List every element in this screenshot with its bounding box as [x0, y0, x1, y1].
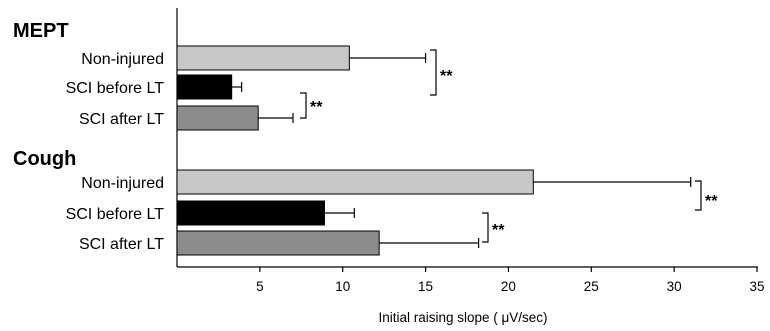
significance-label: **: [705, 193, 718, 210]
category-label: SCI after LT: [79, 111, 164, 128]
significance-label: **: [440, 68, 453, 85]
category-label: SCI after LT: [79, 236, 164, 253]
category-label: SCI before LT: [66, 80, 165, 97]
significance-bracket: [695, 180, 702, 211]
significance-label: **: [492, 222, 505, 239]
x-tick-label: 35: [749, 279, 764, 294]
x-tick-label: 25: [584, 279, 599, 294]
bar: [176, 74, 233, 100]
group-title: Cough: [13, 148, 76, 170]
x-axis-title: Initial raising slope ( μV/sec): [378, 310, 547, 325]
x-tick-label: 20: [501, 279, 516, 294]
x-tick-label: 15: [418, 279, 433, 294]
bar: [176, 45, 350, 71]
significance-label: **: [310, 99, 323, 116]
bar: [176, 230, 380, 256]
x-tick-label: 10: [335, 279, 350, 294]
group-title: MEPT: [13, 20, 69, 42]
bar: [176, 105, 259, 131]
significance-bracket: [430, 49, 437, 96]
category-label: Non-injured: [81, 51, 164, 68]
significance-bracket: [482, 212, 489, 243]
significance-bracket: [300, 92, 307, 119]
category-label: SCI before LT: [66, 206, 165, 223]
x-tick-label: 30: [667, 279, 682, 294]
bar: [176, 169, 534, 195]
category-label: Non-injured: [81, 175, 164, 192]
x-tick-label: 5: [256, 279, 264, 294]
bar: [176, 200, 325, 226]
